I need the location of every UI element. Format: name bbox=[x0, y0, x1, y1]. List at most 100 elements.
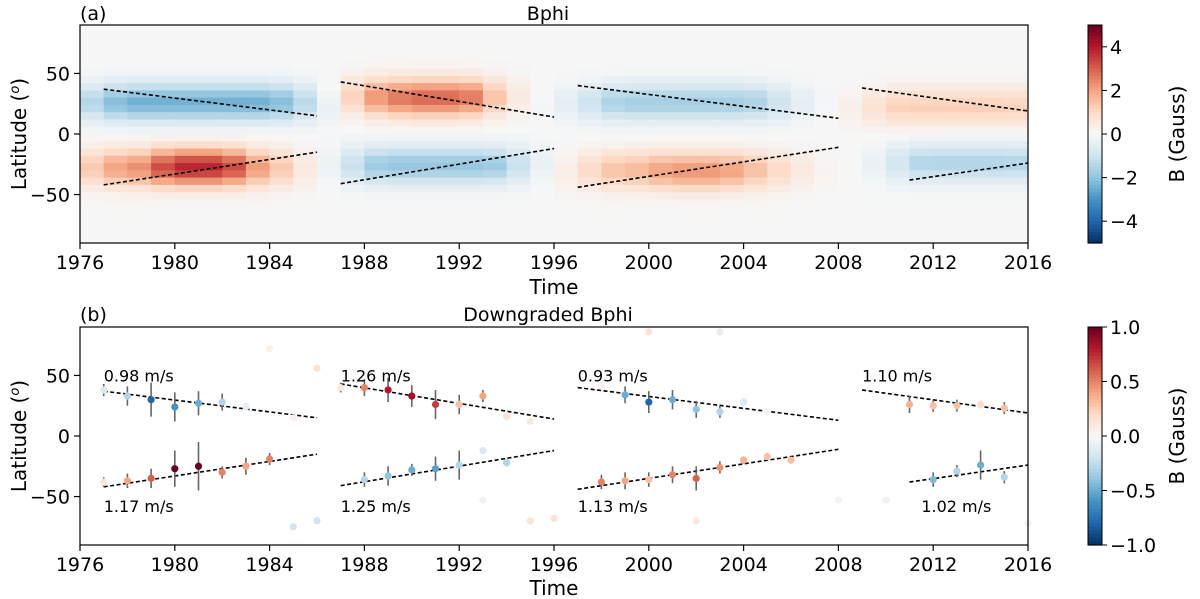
heatmap-cell bbox=[80, 119, 105, 128]
y-axis-title-b-super: o bbox=[8, 388, 23, 396]
heatmap-cell bbox=[956, 235, 981, 244]
heatmap-cell bbox=[791, 54, 816, 62]
heatmap-cell bbox=[269, 112, 294, 120]
heatmap-cell bbox=[198, 119, 223, 128]
heatmap-cell bbox=[506, 90, 531, 99]
heatmap-cell bbox=[435, 235, 460, 244]
heatmap-cell bbox=[80, 68, 105, 77]
heatmap-cell bbox=[696, 126, 721, 135]
heatmap-cell bbox=[411, 199, 436, 208]
trend-line bbox=[103, 88, 318, 117]
colorbar-swatch bbox=[1088, 119, 1102, 124]
heatmap-cell bbox=[672, 46, 697, 55]
heatmap-cell bbox=[269, 46, 294, 55]
panel-b-label: (b) bbox=[80, 304, 107, 326]
colorbar-swatch bbox=[1088, 148, 1102, 153]
data-point bbox=[787, 456, 795, 464]
colorbar-swatch bbox=[1088, 421, 1102, 426]
heatmap-cell bbox=[743, 39, 768, 48]
heatmap-cell bbox=[459, 206, 484, 215]
heatmap-cell bbox=[293, 235, 318, 244]
heatmap-cell bbox=[222, 199, 247, 208]
heatmap-cell bbox=[340, 221, 365, 229]
heatmap-cell bbox=[909, 155, 934, 164]
colorbar-swatch bbox=[1088, 465, 1102, 470]
heatmap-cell bbox=[862, 163, 887, 171]
colorbar-swatch bbox=[1088, 115, 1102, 121]
heatmap-cell bbox=[672, 235, 697, 244]
heatmap-cell bbox=[127, 141, 152, 149]
heatmap-cell bbox=[719, 141, 744, 149]
colorbar-swatch bbox=[1088, 28, 1102, 33]
heatmap-cell bbox=[814, 68, 839, 77]
heatmap-cell bbox=[411, 61, 436, 69]
heatmap-cell bbox=[530, 155, 555, 164]
y-axis-title-b-main: Latitude ( bbox=[7, 396, 31, 492]
colorbar-a-label: B (Gauss) bbox=[1165, 86, 1189, 183]
heatmap-cell bbox=[577, 155, 602, 164]
heatmap-cell bbox=[103, 104, 128, 113]
heatmap-cell bbox=[388, 39, 413, 48]
heatmap-cell bbox=[174, 134, 199, 142]
heatmap-cell bbox=[814, 104, 839, 113]
heatmap-cell bbox=[648, 97, 673, 106]
heatmap-cell bbox=[174, 46, 199, 55]
colorbar-swatch bbox=[1088, 446, 1102, 452]
heatmap-cell bbox=[909, 206, 934, 215]
heatmap-cell bbox=[127, 235, 152, 244]
heatmap-cell bbox=[862, 141, 887, 149]
heatmap-cell bbox=[862, 97, 887, 106]
heatmap-cell bbox=[506, 235, 531, 244]
heatmap-cell bbox=[174, 126, 199, 135]
heatmap-cell bbox=[245, 163, 270, 171]
heatmap-cell bbox=[767, 83, 792, 91]
heatmap-cell bbox=[601, 155, 626, 164]
heatmap-cell bbox=[956, 134, 981, 142]
x-axis-ticks-a: 1976 1980 1984 1988 1992 1996 2000 2004 2008 2012… bbox=[56, 243, 1052, 274]
heatmap-cell bbox=[530, 148, 555, 157]
y-axis-title-a-close: ) bbox=[7, 78, 31, 86]
heatmap-cell bbox=[696, 192, 721, 200]
heatmap-cell bbox=[625, 177, 650, 186]
heatmap-cell bbox=[577, 170, 602, 178]
heatmap-cell bbox=[317, 148, 342, 157]
heatmap-cell bbox=[885, 134, 910, 142]
data-point bbox=[171, 465, 179, 473]
heatmap-cell bbox=[530, 61, 555, 69]
colorbar-swatch bbox=[1088, 537, 1102, 542]
heatmap-cell bbox=[151, 221, 176, 229]
heatmap-cell bbox=[127, 213, 152, 222]
heatmap-cell bbox=[648, 46, 673, 55]
rate-label: 0.93 m/s bbox=[578, 366, 648, 385]
heatmap-cell bbox=[506, 170, 531, 178]
x-tick-label: 1992 bbox=[435, 252, 483, 274]
heatmap-cell bbox=[80, 39, 105, 48]
heatmap-cell bbox=[435, 119, 460, 128]
data-point bbox=[337, 383, 345, 392]
heatmap-cell bbox=[317, 228, 342, 237]
panel-b-title: Downgraded Bphi bbox=[463, 304, 633, 326]
heatmap-cell bbox=[293, 170, 318, 178]
heatmap-cell bbox=[933, 228, 958, 237]
colorbar-swatch bbox=[1088, 417, 1102, 423]
heatmap-cell bbox=[245, 228, 270, 237]
colorbar-swatch bbox=[1088, 210, 1102, 215]
heatmap-cell bbox=[151, 90, 176, 99]
heatmap-cell bbox=[885, 112, 910, 120]
heatmap-cell bbox=[743, 25, 768, 33]
data-point bbox=[621, 391, 629, 399]
heatmap-cell bbox=[411, 148, 436, 157]
heatmap-cell bbox=[743, 75, 768, 84]
heatmap-cell bbox=[648, 170, 673, 178]
heatmap-cell bbox=[388, 83, 413, 91]
heatmap-cell bbox=[269, 170, 294, 178]
rate-label: 1.17 m/s bbox=[104, 497, 174, 516]
heatmap-cell bbox=[862, 104, 887, 113]
heatmap-cell bbox=[933, 199, 958, 208]
heatmap-cell bbox=[862, 54, 887, 62]
heatmap-cell bbox=[862, 192, 887, 200]
heatmap-cell bbox=[980, 61, 1005, 69]
heatmap-cell bbox=[364, 90, 389, 99]
heatmap-cell bbox=[719, 83, 744, 91]
heatmap-cell bbox=[862, 170, 887, 178]
